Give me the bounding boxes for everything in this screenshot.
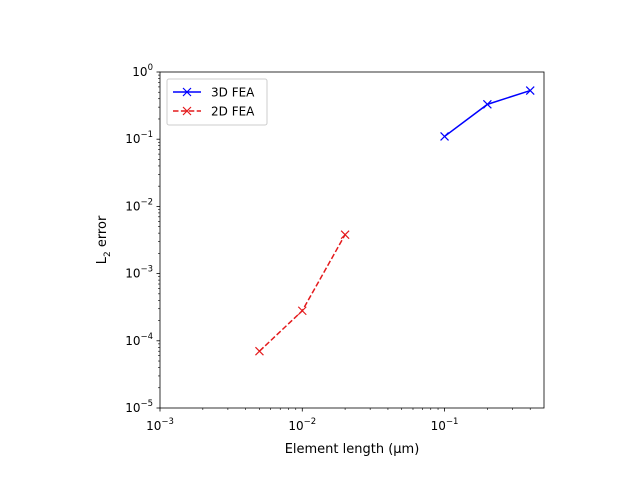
x-axis-label: Element length (μm) [285, 442, 420, 457]
y-tick-label: 10−3 [125, 265, 153, 281]
y-tick-label: 10−4 [125, 332, 153, 348]
x-tick-label: 10−1 [431, 417, 459, 433]
y-tick-label: 100 [132, 63, 153, 79]
series-line-2 [258, 234, 346, 352]
series-line-1 [444, 89, 531, 138]
data-point-marker [255, 346, 264, 356]
data-point-marker [482, 99, 492, 109]
legend-label: 2D FEA [211, 105, 255, 119]
y-tick-label: 10−1 [125, 130, 153, 146]
data-point-marker [340, 230, 350, 240]
ticks-layer: 10−3 10−2 10−1 10−5 10−4 10−3 10−2 10−1 100 [125, 63, 531, 433]
data-point-marker [440, 131, 449, 141]
y-axis-label: L2 error [95, 215, 113, 264]
y-tick-label: 10−2 [125, 197, 153, 213]
legend-label: 3D FEA [211, 86, 255, 100]
data-point-marker [297, 306, 307, 316]
axes-frame [159, 71, 545, 409]
legend-box [166, 78, 268, 126]
legend: 3D FEA 2D FEA [166, 78, 268, 126]
y-tick-label: 10−5 [125, 399, 153, 415]
x-tick-label: 10−2 [288, 417, 316, 433]
data-point-marker [525, 86, 535, 95]
legend-marker [182, 106, 192, 116]
legend-marker [182, 87, 192, 97]
plot-layer [255, 86, 535, 356]
x-tick-label: 10−3 [146, 417, 174, 433]
